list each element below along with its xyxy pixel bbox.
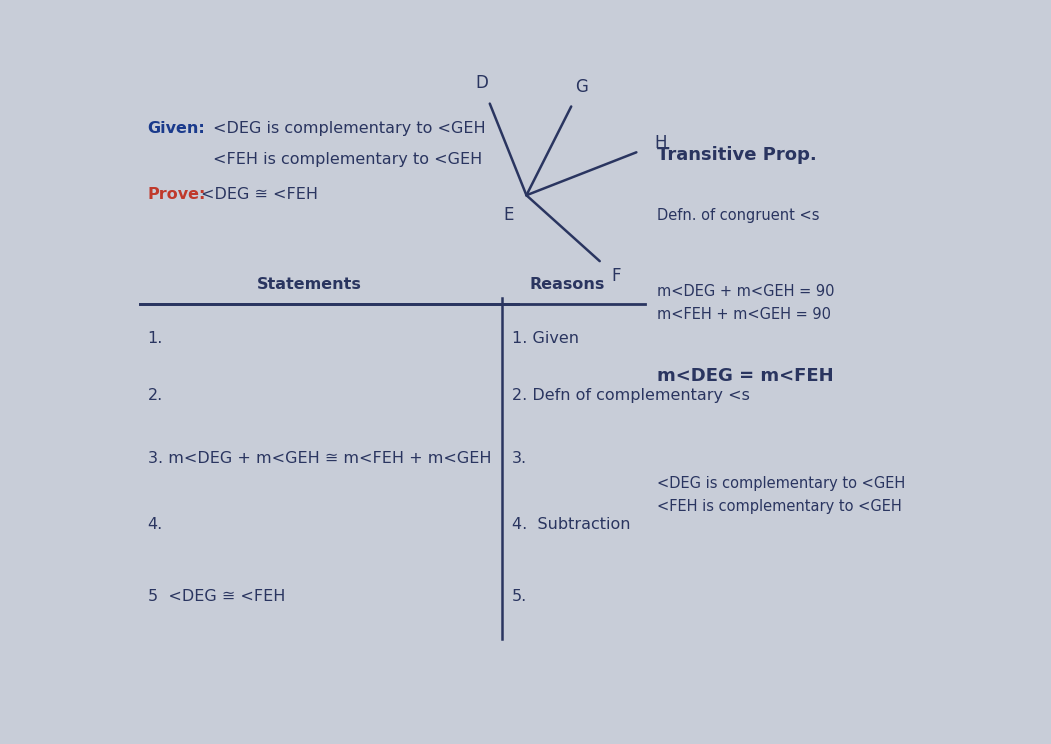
Text: 4.: 4. (147, 517, 163, 532)
Text: 4.  Subtraction: 4. Subtraction (512, 517, 631, 532)
Text: m<FEH + m<GEH = 90: m<FEH + m<GEH = 90 (657, 307, 830, 322)
Text: 2. Defn of complementary <s: 2. Defn of complementary <s (512, 388, 749, 403)
Text: m<DEG = m<FEH: m<DEG = m<FEH (657, 367, 833, 385)
Text: <DEG is complementary to <GEH: <DEG is complementary to <GEH (657, 476, 905, 492)
Text: 1.: 1. (147, 331, 163, 346)
Text: <FEH is complementary to <GEH: <FEH is complementary to <GEH (657, 499, 902, 514)
Text: 3.: 3. (512, 452, 527, 466)
Text: <DEG ≅ <FEH: <DEG ≅ <FEH (201, 187, 317, 202)
Text: D: D (475, 74, 488, 92)
Text: 1. Given: 1. Given (512, 331, 579, 346)
Text: Given:: Given: (147, 121, 205, 136)
Text: E: E (503, 205, 514, 224)
Text: Transitive Prop.: Transitive Prop. (657, 146, 817, 164)
Text: F: F (611, 266, 620, 285)
Text: H: H (655, 134, 666, 152)
Text: G: G (575, 78, 588, 96)
Text: Defn. of congruent <s: Defn. of congruent <s (657, 208, 819, 222)
Text: Prove:: Prove: (147, 187, 206, 202)
Text: 5.: 5. (512, 589, 527, 604)
Text: 5  <DEG ≅ <FEH: 5 <DEG ≅ <FEH (147, 589, 285, 604)
Text: Reasons: Reasons (530, 277, 604, 292)
Text: <DEG is complementary to <GEH: <DEG is complementary to <GEH (212, 121, 486, 136)
Text: 3. m<DEG + m<GEH ≅ m<FEH + m<GEH: 3. m<DEG + m<GEH ≅ m<FEH + m<GEH (147, 452, 491, 466)
Text: m<DEG + m<GEH = 90: m<DEG + m<GEH = 90 (657, 284, 834, 299)
Text: 2.: 2. (147, 388, 163, 403)
Text: <FEH is complementary to <GEH: <FEH is complementary to <GEH (212, 153, 482, 167)
Text: Statements: Statements (256, 277, 362, 292)
